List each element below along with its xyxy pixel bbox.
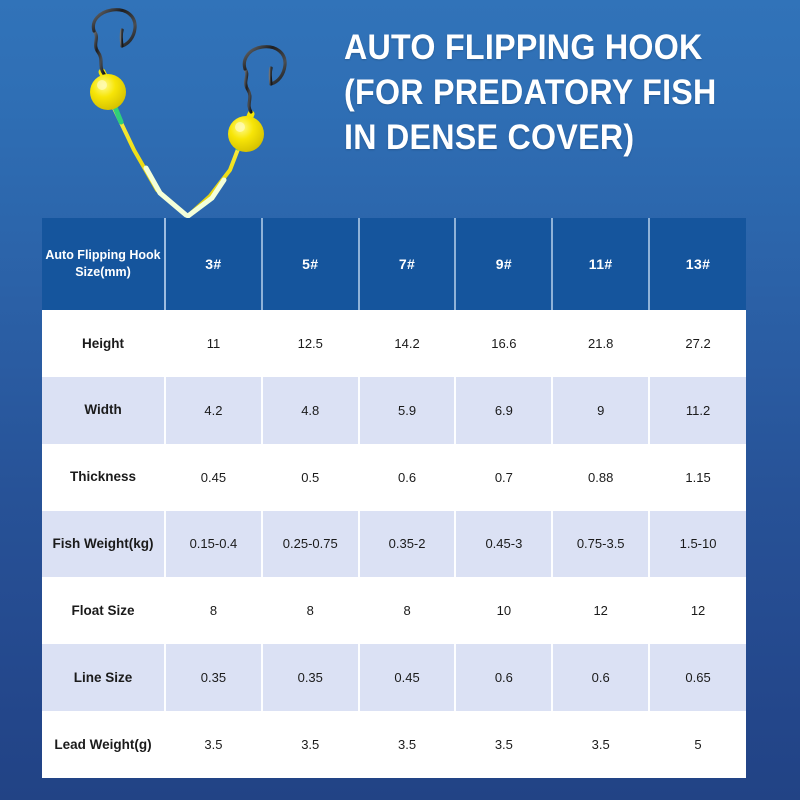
corner-header-cell: Auto Flipping Hook Size(mm) xyxy=(42,218,167,310)
cell-line-size-11: 0.6 xyxy=(552,644,651,712)
table-row: Lead Weight(g) 3.5 3.5 3.5 3.5 3.5 5 xyxy=(42,711,746,778)
column-header-7: 7# xyxy=(358,218,457,310)
table-body: Height 11 12.5 14.2 16.6 21.8 27.2 Width… xyxy=(42,310,746,778)
row-label-width: Width xyxy=(42,376,167,444)
cell-thickness-11: 0.88 xyxy=(552,443,651,511)
cell-float-size-5: 8 xyxy=(261,577,360,645)
row-label-lead-weight: Lead Weight(g) xyxy=(42,711,167,778)
cell-width-13: 11.2 xyxy=(649,376,746,444)
row-label-height: Height xyxy=(42,310,167,377)
column-header-13: 13# xyxy=(649,218,746,310)
left-bead-icon xyxy=(90,74,126,110)
table-row: Width 4.2 4.8 5.9 6.9 9 11.2 xyxy=(42,376,746,444)
cell-lead-weight-7: 3.5 xyxy=(358,711,457,778)
cell-width-7: 5.9 xyxy=(358,376,457,444)
cell-width-9: 6.9 xyxy=(455,376,554,444)
right-bead-icon xyxy=(228,116,264,152)
row-label-line-size: Line Size xyxy=(42,644,167,712)
cell-lead-weight-13: 5 xyxy=(649,711,746,778)
cell-height-11: 21.8 xyxy=(552,310,651,377)
spec-table-container: Auto Flipping Hook Size(mm) 3# 5# 7# 9# … xyxy=(42,218,746,778)
table-row: Line Size 0.35 0.35 0.45 0.6 0.6 0.65 xyxy=(42,644,746,712)
title-line-1: AUTO FLIPPING HOOK xyxy=(344,28,703,67)
table-row: Float Size 8 8 8 10 12 12 xyxy=(42,577,746,645)
right-hook-icon xyxy=(242,45,287,114)
cell-lead-weight-3: 3.5 xyxy=(165,711,263,778)
cell-fish-weight-11: 0.75-3.5 xyxy=(552,510,651,578)
product-image xyxy=(42,0,332,225)
left-hook-icon xyxy=(91,8,137,76)
cell-float-size-7: 8 xyxy=(358,577,457,645)
cell-width-5: 4.8 xyxy=(261,376,360,444)
right-bead-highlight xyxy=(235,122,245,132)
cell-fish-weight-7: 0.35-2 xyxy=(358,510,457,578)
cell-fish-weight-3: 0.15-0.4 xyxy=(165,510,263,578)
page-title: AUTO FLIPPING HOOK (FOR PREDATORY FISH I… xyxy=(344,26,730,160)
spec-table: Auto Flipping Hook Size(mm) 3# 5# 7# 9# … xyxy=(42,218,746,778)
title-line-3: IN DENSE COVER) xyxy=(344,117,635,157)
title-line-2: (FOR PREDATORY FISH xyxy=(344,72,717,112)
cell-lead-weight-5: 3.5 xyxy=(261,711,360,778)
row-label-thickness: Thickness xyxy=(42,443,167,511)
cell-float-size-9: 10 xyxy=(455,577,554,645)
cell-thickness-5: 0.5 xyxy=(261,443,360,511)
cell-lead-weight-11: 3.5 xyxy=(552,711,651,778)
cell-height-5: 12.5 xyxy=(261,310,360,377)
cell-line-size-7: 0.45 xyxy=(358,644,457,712)
table-row: Height 11 12.5 14.2 16.6 21.8 27.2 xyxy=(42,310,746,377)
cell-width-3: 4.2 xyxy=(165,376,263,444)
cell-fish-weight-13: 1.5-10 xyxy=(649,510,746,578)
column-header-5: 5# xyxy=(261,218,360,310)
table-header-row: Auto Flipping Hook Size(mm) 3# 5# 7# 9# … xyxy=(42,218,746,310)
cell-width-11: 9 xyxy=(552,376,651,444)
cell-line-size-3: 0.35 xyxy=(165,644,263,712)
column-header-3: 3# xyxy=(165,218,263,310)
left-bead-highlight xyxy=(97,80,107,90)
row-label-float-size: Float Size xyxy=(42,577,167,645)
cell-thickness-3: 0.45 xyxy=(165,443,263,511)
table-row: Fish Weight(kg) 0.15-0.4 0.25-0.75 0.35-… xyxy=(42,510,746,578)
cell-float-size-3: 8 xyxy=(165,577,263,645)
cell-fish-weight-5: 0.25-0.75 xyxy=(261,510,360,578)
cell-thickness-9: 0.7 xyxy=(455,443,554,511)
row-label-fish-weight: Fish Weight(kg) xyxy=(42,510,167,578)
column-header-11: 11# xyxy=(552,218,651,310)
cell-height-13: 27.2 xyxy=(649,310,746,377)
cell-line-size-13: 0.65 xyxy=(649,644,746,712)
cell-line-size-9: 0.6 xyxy=(455,644,554,712)
cell-thickness-13: 1.15 xyxy=(649,443,746,511)
cell-height-3: 11 xyxy=(165,310,263,377)
table-header: Auto Flipping Hook Size(mm) 3# 5# 7# 9# … xyxy=(42,218,746,310)
column-header-9: 9# xyxy=(455,218,554,310)
table-row: Thickness 0.45 0.5 0.6 0.7 0.88 1.15 xyxy=(42,443,746,511)
fishing-rig-illustration xyxy=(90,8,287,219)
cell-fish-weight-9: 0.45-3 xyxy=(455,510,554,578)
cell-line-size-5: 0.35 xyxy=(261,644,360,712)
cell-float-size-13: 12 xyxy=(649,577,746,645)
cell-height-9: 16.6 xyxy=(455,310,554,377)
cell-thickness-7: 0.6 xyxy=(358,443,457,511)
cell-float-size-11: 12 xyxy=(552,577,651,645)
cell-height-7: 14.2 xyxy=(358,310,457,377)
cell-lead-weight-9: 3.5 xyxy=(455,711,554,778)
